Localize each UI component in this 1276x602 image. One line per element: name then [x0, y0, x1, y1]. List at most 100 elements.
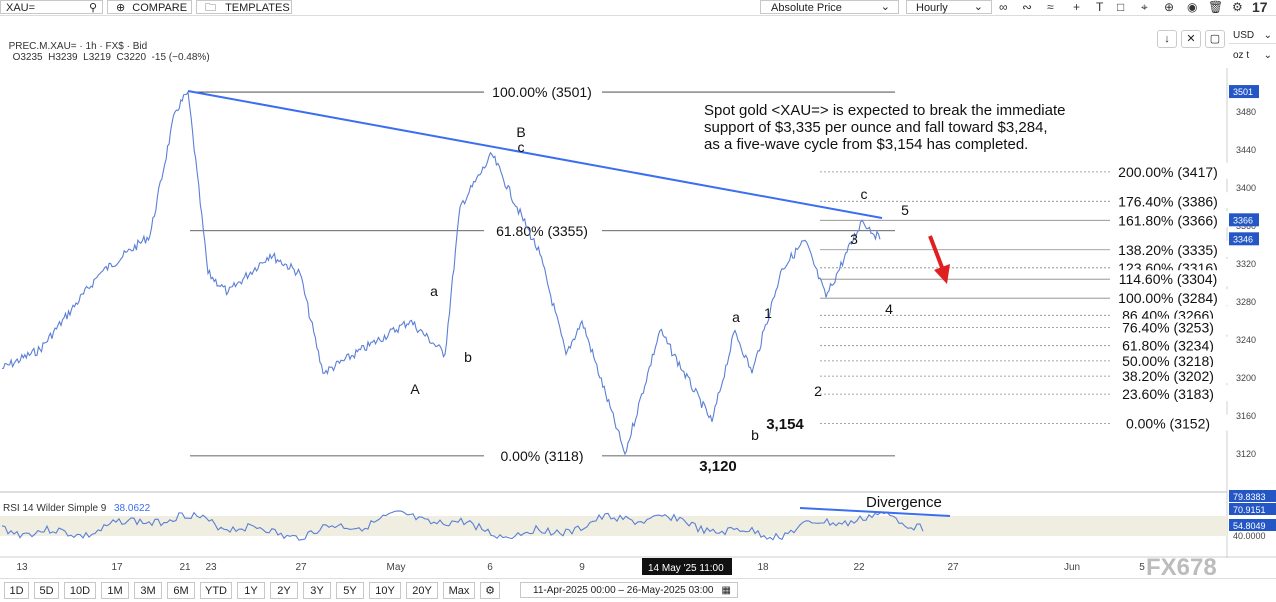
divergence-label: Divergence — [866, 494, 942, 511]
chevron-down-icon: ⌄ — [880, 1, 890, 13]
range-button-3y[interactable]: 3Y — [303, 582, 331, 599]
wave-label: a — [430, 283, 438, 299]
wave-label: c — [861, 186, 868, 202]
range-button-1d[interactable]: 1D — [4, 582, 29, 599]
draw-icon[interactable]: ⌖ — [1141, 0, 1148, 14]
tradingview-logo-icon: 17 — [1252, 0, 1268, 15]
rsi-tick-label: 79.8383 — [1233, 492, 1266, 502]
price-chart[interactable]: 3120316032003240328033203360340034403480… — [0, 0, 1276, 578]
down-arrow-icon — [928, 235, 950, 284]
search-icon: ⚲ — [88, 2, 97, 14]
rsi-tag — [1229, 503, 1276, 515]
range-button-5y[interactable]: 5Y — [336, 582, 364, 599]
fib-label-bg — [484, 221, 602, 238]
currency-select[interactable]: USD ⌄ — [1229, 28, 1276, 44]
crosshair-date-tag — [642, 558, 732, 575]
fib-label-bg — [1110, 270, 1228, 287]
range-button-ytd[interactable]: YTD — [200, 582, 232, 599]
text-tool-icon[interactable]: T — [1096, 0, 1104, 14]
time-tick-label: 21 — [179, 562, 191, 573]
fib-label-bg — [1110, 192, 1228, 209]
range-button-1m[interactable]: 1M — [101, 582, 129, 599]
symbol-search-input[interactable]: XAU= ⚲ — [0, 0, 103, 14]
fib-level-label: 76.40% (3253) — [1122, 320, 1214, 336]
interval-value: Hourly — [916, 2, 948, 14]
wave-icon[interactable]: ≈ — [1047, 0, 1054, 14]
crosshair-icon[interactable]: + — [1073, 0, 1081, 14]
fib-level-label: 138.20% (3335) — [1118, 242, 1218, 258]
range-button-20y[interactable]: 20Y — [406, 582, 438, 599]
rsi-line — [1, 510, 924, 541]
fib-label-bg — [484, 446, 602, 463]
fib-label-bg — [1110, 351, 1228, 368]
unit-select[interactable]: oz t ⌄ — [1229, 48, 1276, 64]
range-button-6m[interactable]: 6M — [167, 582, 195, 599]
time-tick-label: Jun — [1064, 562, 1080, 573]
maximize-icon[interactable]: ▢ — [1205, 30, 1225, 48]
close-icon[interactable]: ✕ — [1181, 30, 1201, 48]
rsi-tick-label: 40.0000 — [1233, 531, 1266, 541]
fibonacci-levels: 100.00% (3501) 61.80% (3355) 0.00% (3118) 2… — [190, 83, 1228, 464]
range-button-2y[interactable]: 2Y — [270, 582, 298, 599]
fib-label-bg — [1110, 336, 1228, 353]
price-type-value: Absolute Price — [771, 2, 842, 14]
select-icon[interactable]: □ — [1117, 0, 1125, 14]
templates-button[interactable]: 🗀 TEMPLATES — [196, 0, 292, 14]
wave-labels: Aa b Bc a b 1 2 3 4 5 c 3,120 3,154 — [410, 124, 909, 475]
templates-label: TEMPLATES — [225, 2, 290, 14]
compare-button[interactable]: ⊕ COMPARE — [107, 0, 192, 14]
collapse-icon[interactable]: ↓ — [1157, 30, 1177, 48]
price-tick-label: 3480 — [1236, 107, 1256, 117]
divergence-line — [799, 507, 951, 517]
range-settings-icon[interactable]: ⚙ — [480, 582, 500, 599]
add-icon: ⊕ — [116, 2, 126, 14]
gear-icon[interactable]: ⚙ — [1232, 0, 1243, 14]
fib-label-bg — [1110, 306, 1228, 323]
rsi-tag — [1229, 490, 1276, 502]
price-point-label: 3,154 — [766, 416, 804, 433]
time-tick-label: 27 — [947, 562, 959, 573]
wave-label: B — [516, 124, 525, 140]
fib-label-bg — [1110, 367, 1228, 384]
rsi-series — [1, 510, 924, 541]
rsi-label: RSI 14 Wilder Simple 9 — [3, 503, 107, 514]
range-button-1y[interactable]: 1Y — [237, 582, 265, 599]
annotation-line: support of $3,335 per ounce and fall tow… — [704, 119, 1048, 136]
range-button-10d[interactable]: 10D — [64, 582, 96, 599]
range-button-5d[interactable]: 5D — [34, 582, 59, 599]
price-tick-label: 3280 — [1236, 297, 1256, 307]
zoom-icon[interactable]: ⊕ — [1164, 0, 1175, 14]
date-range-picker[interactable]: 11-Apr-2025 00:00 – 26-May-2025 03:00 ▦ — [520, 582, 738, 598]
time-tick-label: May — [387, 562, 406, 573]
analysis-annotation: Spot gold <XAU=> is expected to break th… — [704, 102, 1065, 153]
fib-level-label: 50.00% (3218) — [1122, 353, 1214, 369]
chart-legend: PREC.M.XAU= · 1h · FX$ · Bid O3235 H3239… — [3, 30, 210, 63]
crosshair-date-label: 14 May '25 11:00 — [648, 563, 724, 574]
price-tick-label: 3400 — [1236, 183, 1256, 193]
compare-label: COMPARE — [132, 2, 188, 14]
wave-label: c — [518, 139, 525, 155]
interval-select[interactable]: Hourly ⌄ — [906, 0, 992, 14]
rsi-band — [0, 516, 1227, 536]
time-tick-label: 18 — [757, 562, 769, 573]
time-tick-label: 6 — [487, 562, 493, 573]
wave-label: a — [732, 309, 740, 325]
fib-level-label: 114.60% (3304) — [1119, 271, 1218, 287]
indicators-icon[interactable]: ∾ — [1022, 0, 1033, 14]
trash-icon[interactable]: 🗑 — [1208, 0, 1224, 14]
symbol-info: PREC.M.XAU= · 1h · FX$ · Bid — [8, 41, 148, 52]
wave-label: 3 — [850, 231, 858, 247]
price-type-select[interactable]: Absolute Price ⌄ — [760, 0, 899, 14]
candlestick-icon[interactable]: ∞ — [999, 0, 1008, 14]
chevron-down-icon: ⌄ — [973, 1, 983, 13]
range-button-max[interactable]: Max — [443, 582, 475, 599]
wave-label: 1 — [764, 305, 772, 321]
watermark: FX678 — [1146, 554, 1217, 578]
price-tags: 3501 3366 3346 — [1229, 85, 1259, 246]
annotation-line: Spot gold <XAU=> is expected to break th… — [704, 102, 1065, 119]
eye-icon[interactable]: ◉ — [1187, 0, 1198, 14]
range-button-10y[interactable]: 10Y — [369, 582, 401, 599]
range-button-3m[interactable]: 3M — [134, 582, 162, 599]
fib-level-label: 61.80% (3355) — [496, 223, 588, 239]
price-tick-label: 3200 — [1236, 373, 1256, 383]
